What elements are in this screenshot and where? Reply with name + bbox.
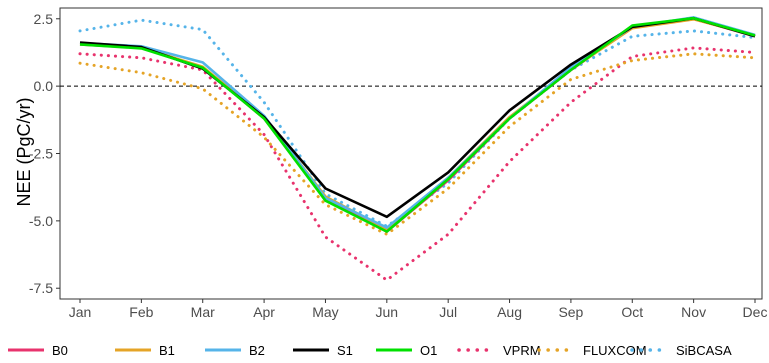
x-tick-label: Mar [191,304,215,320]
x-tick-label: Dec [743,304,768,320]
legend-label-fluxcom: FLUXCOM [583,343,647,358]
x-tick-label: Nov [681,304,706,320]
y-tick-label: -7.5 [29,280,53,296]
legend-label-vprm: VPRM [503,343,541,358]
x-tick-label: Feb [129,304,153,320]
x-tick-label: Jul [439,304,457,320]
series-line-sibcasa [78,18,757,228]
y-tick-label: -2.5 [29,146,53,162]
x-tick-label: Aug [497,304,522,320]
legend-label-b0: B0 [52,343,68,358]
x-tick-label: May [312,304,338,320]
legend-label-b1: B1 [159,343,175,358]
series-line-fluxcom [78,52,757,236]
y-tick-label: 0.0 [34,78,54,94]
legend-label-b2: B2 [249,343,265,358]
legend-label-s1: S1 [337,343,353,358]
legend-label-o1: O1 [420,343,437,358]
legend-label-sibcasa: SiBCASA [676,343,732,358]
series-line-vprm [78,46,757,282]
x-tick-label: Oct [621,304,643,320]
x-tick-label: Jun [376,304,399,320]
series-line-o1 [79,16,756,233]
y-tick-label: 2.5 [34,11,54,27]
x-tick-label: Sep [558,304,583,320]
y-tick-label: -5.0 [29,213,53,229]
x-tick-label: Apr [253,304,275,320]
x-tick-label: Jan [69,304,92,320]
y-axis-title: NEE (PgC/yr) [14,97,34,206]
